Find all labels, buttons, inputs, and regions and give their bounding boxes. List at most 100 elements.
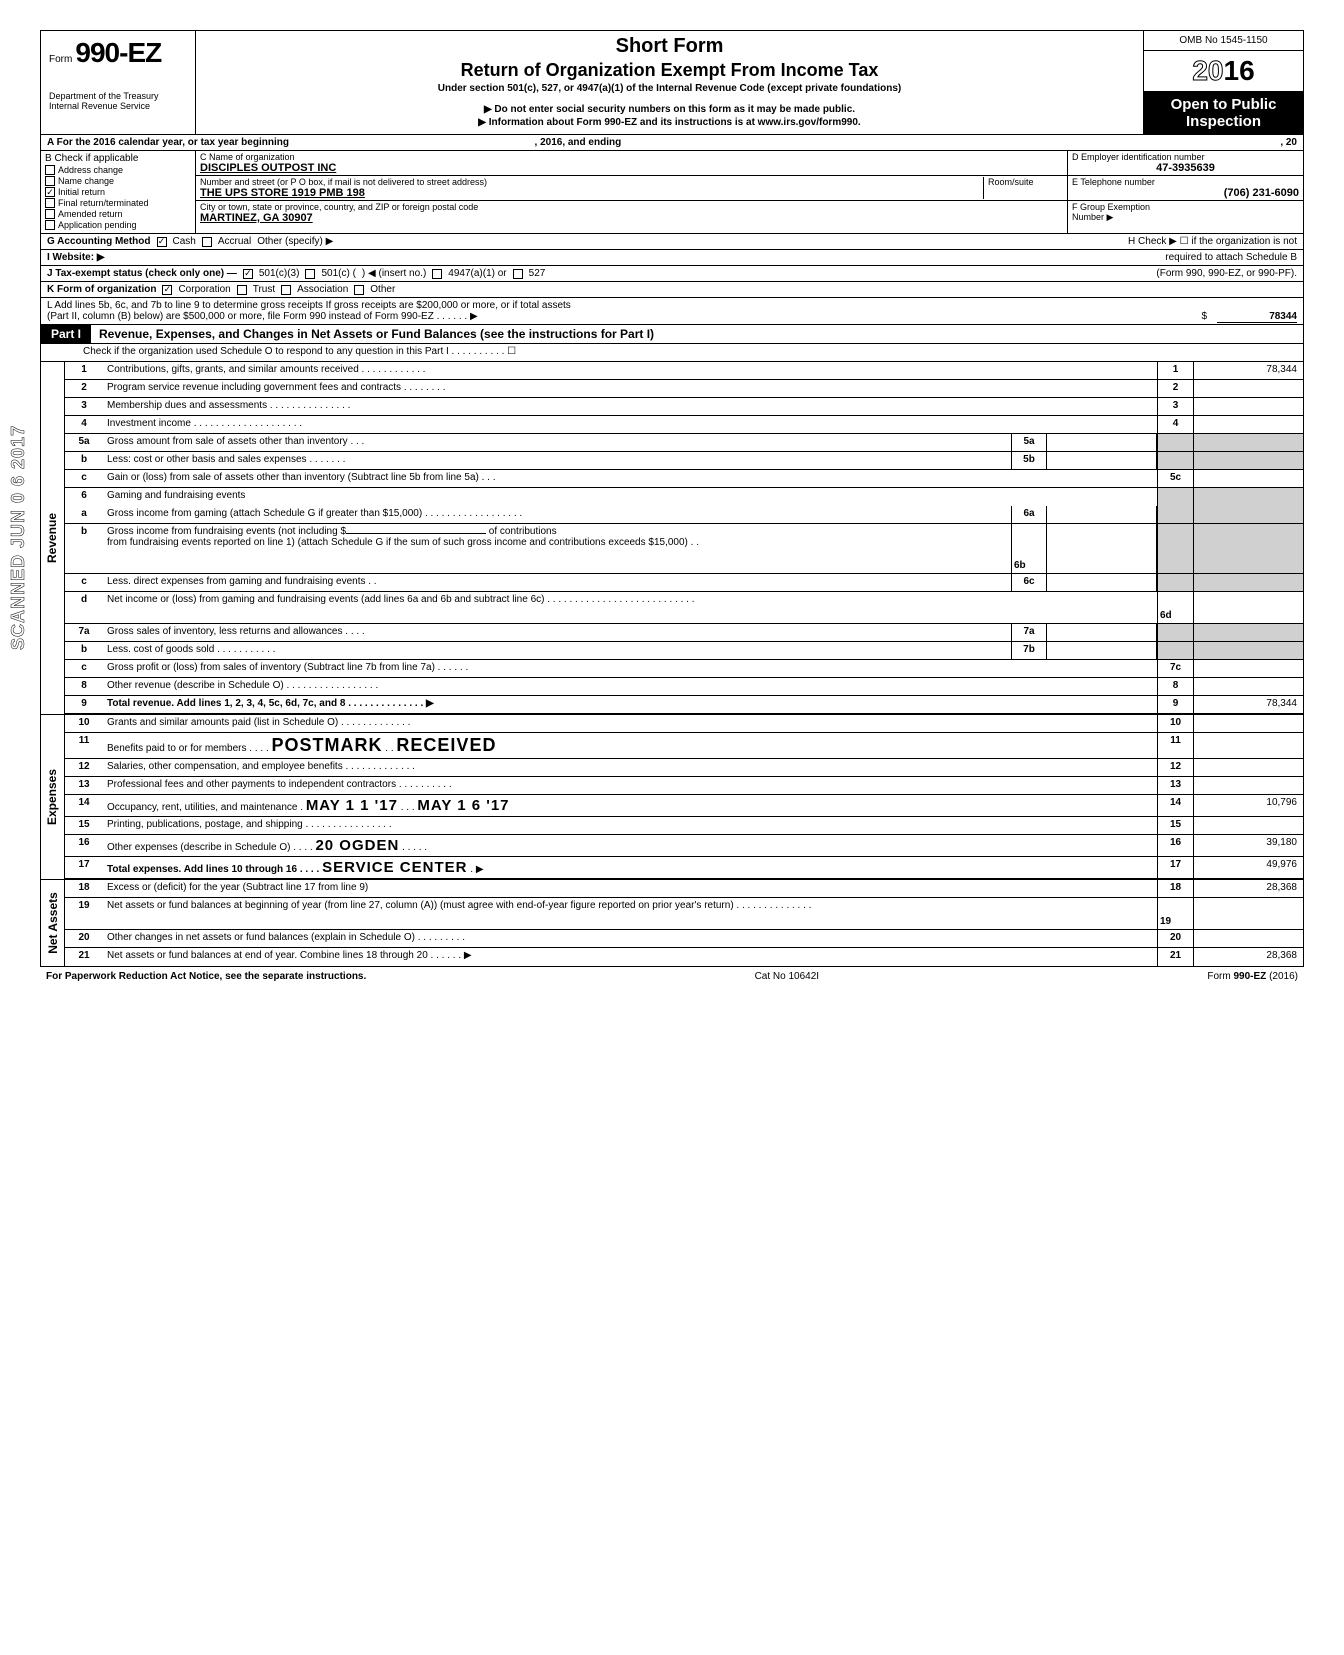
chk-4947[interactable] <box>432 269 442 279</box>
line-21: 21Net assets or fund balances at end of … <box>65 948 1303 966</box>
expenses-label: Expenses <box>41 715 65 879</box>
postmark-stamp: POSTMARK <box>272 735 383 755</box>
line-7a: 7aGross sales of inventory, less returns… <box>65 624 1303 642</box>
line-14: 14Occupancy, rent, utilities, and mainte… <box>65 795 1303 817</box>
value-city: MARTINEZ, GA 30907 <box>200 212 1063 224</box>
subtitle-info: ▶ Information about Form 990-EZ and its … <box>204 117 1135 128</box>
footer-form: Form 990-EZ (2016) <box>1207 971 1298 982</box>
col-c-org-info: C Name of organization DISCIPLES OUTPOST… <box>196 151 1068 233</box>
line-7c: cGross profit or (loss) from sales of in… <box>65 660 1303 678</box>
revenue-section: Revenue 1Contributions, gifts, grants, a… <box>41 362 1303 714</box>
chk-amended-return[interactable]: Amended return <box>45 209 191 219</box>
scanned-stamp: SCANNED JUN 0 6 2017 <box>8 425 29 650</box>
chk-trust[interactable] <box>237 285 247 295</box>
chk-other-org[interactable] <box>354 285 364 295</box>
form-number: 990-EZ <box>75 37 161 68</box>
subtitle-ssn: ▶ Do not enter social security numbers o… <box>204 104 1135 115</box>
value-phone: (706) 231-6090 <box>1072 187 1299 199</box>
line-12: 12Salaries, other compensation, and empl… <box>65 759 1303 777</box>
page-footer: For Paperwork Reduction Act Notice, see … <box>40 967 1304 986</box>
line-20: 20Other changes in net assets or fund ba… <box>65 930 1303 948</box>
section-bcde: B Check if applicable Address change Nam… <box>41 151 1303 234</box>
line-5b: bLess: cost or other basis and sales exp… <box>65 452 1303 470</box>
chk-name-change[interactable]: Name change <box>45 176 191 186</box>
chk-corporation[interactable]: ✓ <box>162 285 172 295</box>
line-6: 6Gaming and fundraising events <box>65 488 1303 506</box>
chk-501c[interactable] <box>305 269 315 279</box>
row-k-org-form: K Form of organization ✓Corporation Trus… <box>41 282 1303 298</box>
line-6b: bGross income from fundraising events (n… <box>65 524 1303 574</box>
col-de: D Employer identification number 47-3935… <box>1068 151 1303 233</box>
footer-cat: Cat No 10642I <box>755 971 820 982</box>
tax-year: 20201616 <box>1144 51 1303 92</box>
row-a-tax-year: A For the 2016 calendar year, or tax yea… <box>41 135 1303 151</box>
label-room: Room/suite <box>983 177 1063 199</box>
line-7b: bLess. cost of goods sold . . . . . . . … <box>65 642 1303 660</box>
chk-application-pending[interactable]: Application pending <box>45 220 191 230</box>
col-b-checkboxes: B Check if applicable Address change Nam… <box>41 151 196 233</box>
may16-stamp: MAY 1 6 '17 <box>417 797 509 814</box>
label-phone: E Telephone number <box>1072 177 1299 187</box>
chk-501c3[interactable]: ✓ <box>243 269 253 279</box>
line-19: 19Net assets or fund balances at beginni… <box>65 898 1303 930</box>
row-h-schedule-b: H Check ▶ ☐ if the organization is not <box>1128 236 1297 247</box>
chk-accrual[interactable] <box>202 237 212 247</box>
may11-stamp: MAY 1 1 '17 <box>306 797 398 814</box>
chk-cash[interactable]: ✓ <box>157 237 167 247</box>
label-address: Number and street (or P O box, if mail i… <box>200 177 983 187</box>
line-5c: cGain or (loss) from sale of assets othe… <box>65 470 1303 488</box>
row-g-accounting: G Accounting Method ✓Cash Accrual Other … <box>41 234 1303 250</box>
line-6d: dNet income or (loss) from gaming and fu… <box>65 592 1303 624</box>
label-group-number: Number ▶ <box>1072 212 1299 223</box>
line-16: 16Other expenses (describe in Schedule O… <box>65 835 1303 857</box>
chk-association[interactable] <box>281 285 291 295</box>
label-group-exemption: F Group Exemption <box>1072 202 1299 212</box>
line-10: 10Grants and similar amounts paid (list … <box>65 715 1303 733</box>
chk-address-change[interactable]: Address change <box>45 165 191 175</box>
part-i-header: Part I Revenue, Expenses, and Changes in… <box>41 325 1303 344</box>
line-3: 3Membership dues and assessments . . . .… <box>65 398 1303 416</box>
service-center-stamp: SERVICE CENTER <box>322 859 467 876</box>
chk-initial-return[interactable]: ✓Initial return <box>45 187 191 197</box>
form-header: Form 990-EZ Department of the Treasury I… <box>41 31 1303 135</box>
row-i-website: I Website: ▶ required to attach Schedule… <box>41 250 1303 266</box>
open-to-public: Open to Public Inspection <box>1144 92 1303 134</box>
form-990ez: Form 990-EZ Department of the Treasury I… <box>40 30 1304 967</box>
label-city: City or town, state or province, country… <box>200 202 1063 212</box>
form-prefix: Form <box>49 54 72 65</box>
line-6c: cLess. direct expenses from gaming and f… <box>65 574 1303 592</box>
chk-final-return[interactable]: Final return/terminated <box>45 198 191 208</box>
revenue-label: Revenue <box>41 362 65 714</box>
net-assets-label: Net Assets <box>41 880 65 966</box>
footer-pra: For Paperwork Reduction Act Notice, see … <box>46 971 366 982</box>
net-assets-section: Net Assets 18Excess or (deficit) for the… <box>41 879 1303 966</box>
line-2: 2Program service revenue including gover… <box>65 380 1303 398</box>
line-6a: aGross income from gaming (attach Schedu… <box>65 506 1303 524</box>
line-5a: 5aGross amount from sale of assets other… <box>65 434 1303 452</box>
line-8: 8Other revenue (describe in Schedule O) … <box>65 678 1303 696</box>
chk-527[interactable] <box>513 269 523 279</box>
subtitle-section: Under section 501(c), 527, or 4947(a)(1)… <box>204 83 1135 94</box>
line-4: 4Investment income . . . . . . . . . . .… <box>65 416 1303 434</box>
value-address: THE UPS STORE 1919 PMB 198 <box>200 187 983 199</box>
col-b-title: B Check if applicable <box>45 153 191 164</box>
gross-receipts-amount: 78344 <box>1217 311 1297 323</box>
line-9: 9Total revenue. Add lines 1, 2, 3, 4, 5c… <box>65 696 1303 714</box>
header-left: Form 990-EZ Department of the Treasury I… <box>41 31 196 134</box>
header-right: OMB No 1545-1150 20201616 Open to Public… <box>1143 31 1303 134</box>
part-i-tag: Part I <box>41 325 91 343</box>
line-15: 15Printing, publications, postage, and s… <box>65 817 1303 835</box>
ogden-stamp: 20 OGDEN <box>315 837 399 854</box>
line-1: 1Contributions, gifts, grants, and simil… <box>65 362 1303 380</box>
line-18: 18Excess or (deficit) for the year (Subt… <box>65 880 1303 898</box>
dept-treasury: Department of the Treasury <box>49 91 187 101</box>
header-middle: Short Form Return of Organization Exempt… <box>196 31 1143 134</box>
value-org-name: DISCIPLES OUTPOST INC <box>200 162 1063 174</box>
line-17: 17Total expenses. Add lines 10 through 1… <box>65 857 1303 879</box>
received-stamp: RECEIVED <box>396 735 496 755</box>
label-org-name: C Name of organization <box>200 152 1063 162</box>
title-return: Return of Organization Exempt From Incom… <box>204 60 1135 81</box>
omb-number: OMB No 1545-1150 <box>1144 31 1303 51</box>
line-11: 11Benefits paid to or for members . . . … <box>65 733 1303 759</box>
line-13: 13Professional fees and other payments t… <box>65 777 1303 795</box>
